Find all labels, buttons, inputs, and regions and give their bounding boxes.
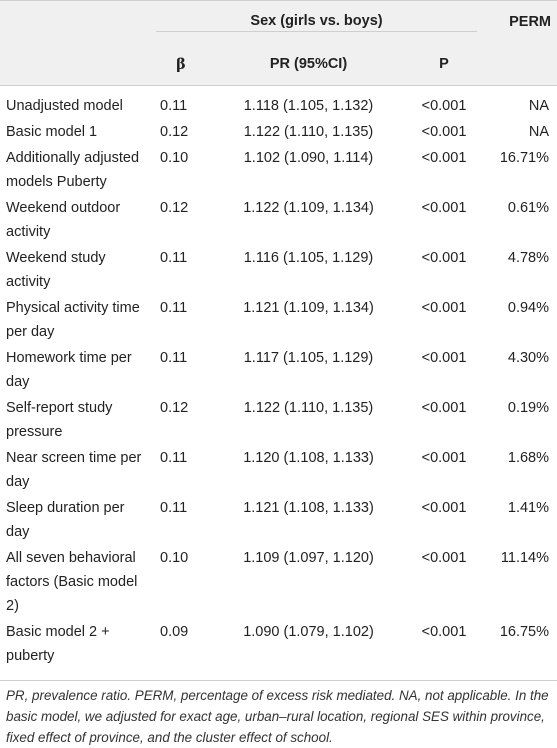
- row-perm: NA: [528, 98, 550, 114]
- row-beta: 0.11: [160, 300, 188, 316]
- row-pr: 1.121 (1.108, 1.133): [243, 500, 374, 516]
- table-header: Sex (girls vs. boys) PERM β PR (95%CI) P: [0, 0, 557, 86]
- row-p: <0.001: [421, 350, 467, 366]
- row-beta: 0.10: [160, 550, 189, 566]
- row-p: <0.001: [421, 400, 467, 416]
- row-p: <0.001: [421, 500, 467, 516]
- table-row: Self-report study pressure 0.12 1.122 (1…: [0, 396, 557, 446]
- row-p: <0.001: [421, 150, 467, 166]
- header-empty-cell: [0, 0, 152, 43]
- row-beta: 0.11: [160, 500, 188, 516]
- header-empty-cell-3: [481, 43, 557, 86]
- row-p: <0.001: [421, 550, 467, 566]
- table-row: Unadjusted model 0.11 1.118 (1.105, 1.13…: [0, 86, 557, 121]
- table-row: All seven behavioral factors (Basic mode…: [0, 546, 557, 620]
- header-beta-symbol: β: [176, 55, 186, 73]
- header-group-label: Sex (girls vs. boys): [156, 13, 478, 32]
- row-pr: 1.090 (1.079, 1.102): [210, 620, 407, 681]
- header-beta: β: [152, 43, 210, 86]
- header-group-cell: Sex (girls vs. boys): [152, 0, 482, 43]
- row-pr: 1.122 (1.109, 1.134): [243, 200, 374, 216]
- row-beta: 0.10: [160, 150, 189, 166]
- row-p: <0.001: [407, 620, 482, 681]
- row-p: <0.001: [421, 250, 467, 266]
- row-perm: 4.30%: [507, 350, 550, 366]
- table-row: Homework time per day 0.11 1.117 (1.105,…: [0, 346, 557, 396]
- row-p: <0.001: [421, 98, 467, 114]
- row-pr: 1.118 (1.105, 1.132): [243, 98, 374, 114]
- row-perm: 4.78%: [507, 250, 550, 266]
- row-beta: 0.12: [160, 200, 189, 216]
- row-pr: 1.120 (1.108, 1.133): [243, 450, 374, 466]
- row-perm: 0.19%: [507, 400, 550, 416]
- row-p: <0.001: [421, 200, 467, 216]
- table-row: Near screen time per day 0.11 1.120 (1.1…: [0, 446, 557, 496]
- row-perm: NA: [528, 124, 550, 140]
- table-row: Basic model 2 + puberty 0.09 1.090 (1.07…: [0, 620, 557, 681]
- row-label: Sleep duration per day: [6, 500, 125, 540]
- row-label: Weekend outdoor activity: [6, 200, 121, 240]
- row-perm: 1.41%: [507, 500, 550, 516]
- row-beta: 0.12: [160, 400, 189, 416]
- row-beta: 0.12: [160, 124, 189, 140]
- row-pr: 1.117 (1.105, 1.129): [243, 350, 374, 366]
- header-perm-label: PERM: [481, 0, 557, 43]
- row-label: Self-report study pressure: [6, 400, 113, 440]
- row-beta: 0.11: [160, 98, 188, 114]
- header-empty-cell-2: [0, 43, 152, 86]
- row-pr: 1.121 (1.109, 1.134): [243, 300, 374, 316]
- row-pr: 1.109 (1.097, 1.120): [243, 550, 374, 566]
- row-label: Physical activity time per day: [6, 300, 140, 340]
- row-beta: 0.11: [160, 250, 188, 266]
- row-perm: 16.75%: [481, 620, 557, 681]
- table-row: Weekend study activity 0.11 1.116 (1.105…: [0, 246, 557, 296]
- table-row: Additionally adjusted models Puberty 0.1…: [0, 146, 557, 196]
- row-beta: 0.11: [160, 350, 188, 366]
- row-pr: 1.122 (1.110, 1.135): [243, 124, 374, 140]
- row-perm: 1.68%: [507, 450, 550, 466]
- row-pr: 1.116 (1.105, 1.129): [243, 250, 374, 266]
- table-row: Basic model 1 0.12 1.122 (1.110, 1.135) …: [0, 120, 557, 146]
- table-row: Physical activity time per day 0.11 1.12…: [0, 296, 557, 346]
- row-label: Near screen time per day: [6, 450, 142, 490]
- row-label: Basic model 1: [6, 124, 98, 140]
- table-row: Weekend outdoor activity 0.12 1.122 (1.1…: [0, 196, 557, 246]
- header-pr: PR (95%CI): [210, 43, 407, 86]
- row-label: Unadjusted model: [6, 98, 123, 114]
- row-p: <0.001: [421, 450, 467, 466]
- header-p: P: [407, 43, 482, 86]
- row-p: <0.001: [421, 300, 467, 316]
- row-label: All seven behavioral factors (Basic mode…: [6, 550, 138, 614]
- row-label: Additionally adjusted models Puberty: [6, 150, 140, 190]
- row-label: Weekend study activity: [6, 250, 106, 290]
- table-body: Unadjusted model 0.11 1.118 (1.105, 1.13…: [0, 86, 557, 681]
- row-perm: 11.14%: [500, 550, 550, 566]
- row-beta: 0.09: [152, 620, 210, 681]
- row-perm: 0.61%: [507, 200, 550, 216]
- row-pr: 1.102 (1.090, 1.114): [243, 150, 374, 166]
- results-table: Sex (girls vs. boys) PERM β PR (95%CI) P…: [0, 0, 557, 681]
- row-p: <0.001: [421, 124, 467, 140]
- row-pr: 1.122 (1.110, 1.135): [243, 400, 374, 416]
- row-label: Homework time per day: [6, 350, 132, 390]
- table-row: Sleep duration per day 0.11 1.121 (1.108…: [0, 496, 557, 546]
- row-label: Basic model 2 + puberty: [0, 620, 152, 681]
- row-perm: 0.94%: [507, 300, 550, 316]
- row-beta: 0.11: [160, 450, 188, 466]
- row-perm: 16.71%: [499, 150, 550, 166]
